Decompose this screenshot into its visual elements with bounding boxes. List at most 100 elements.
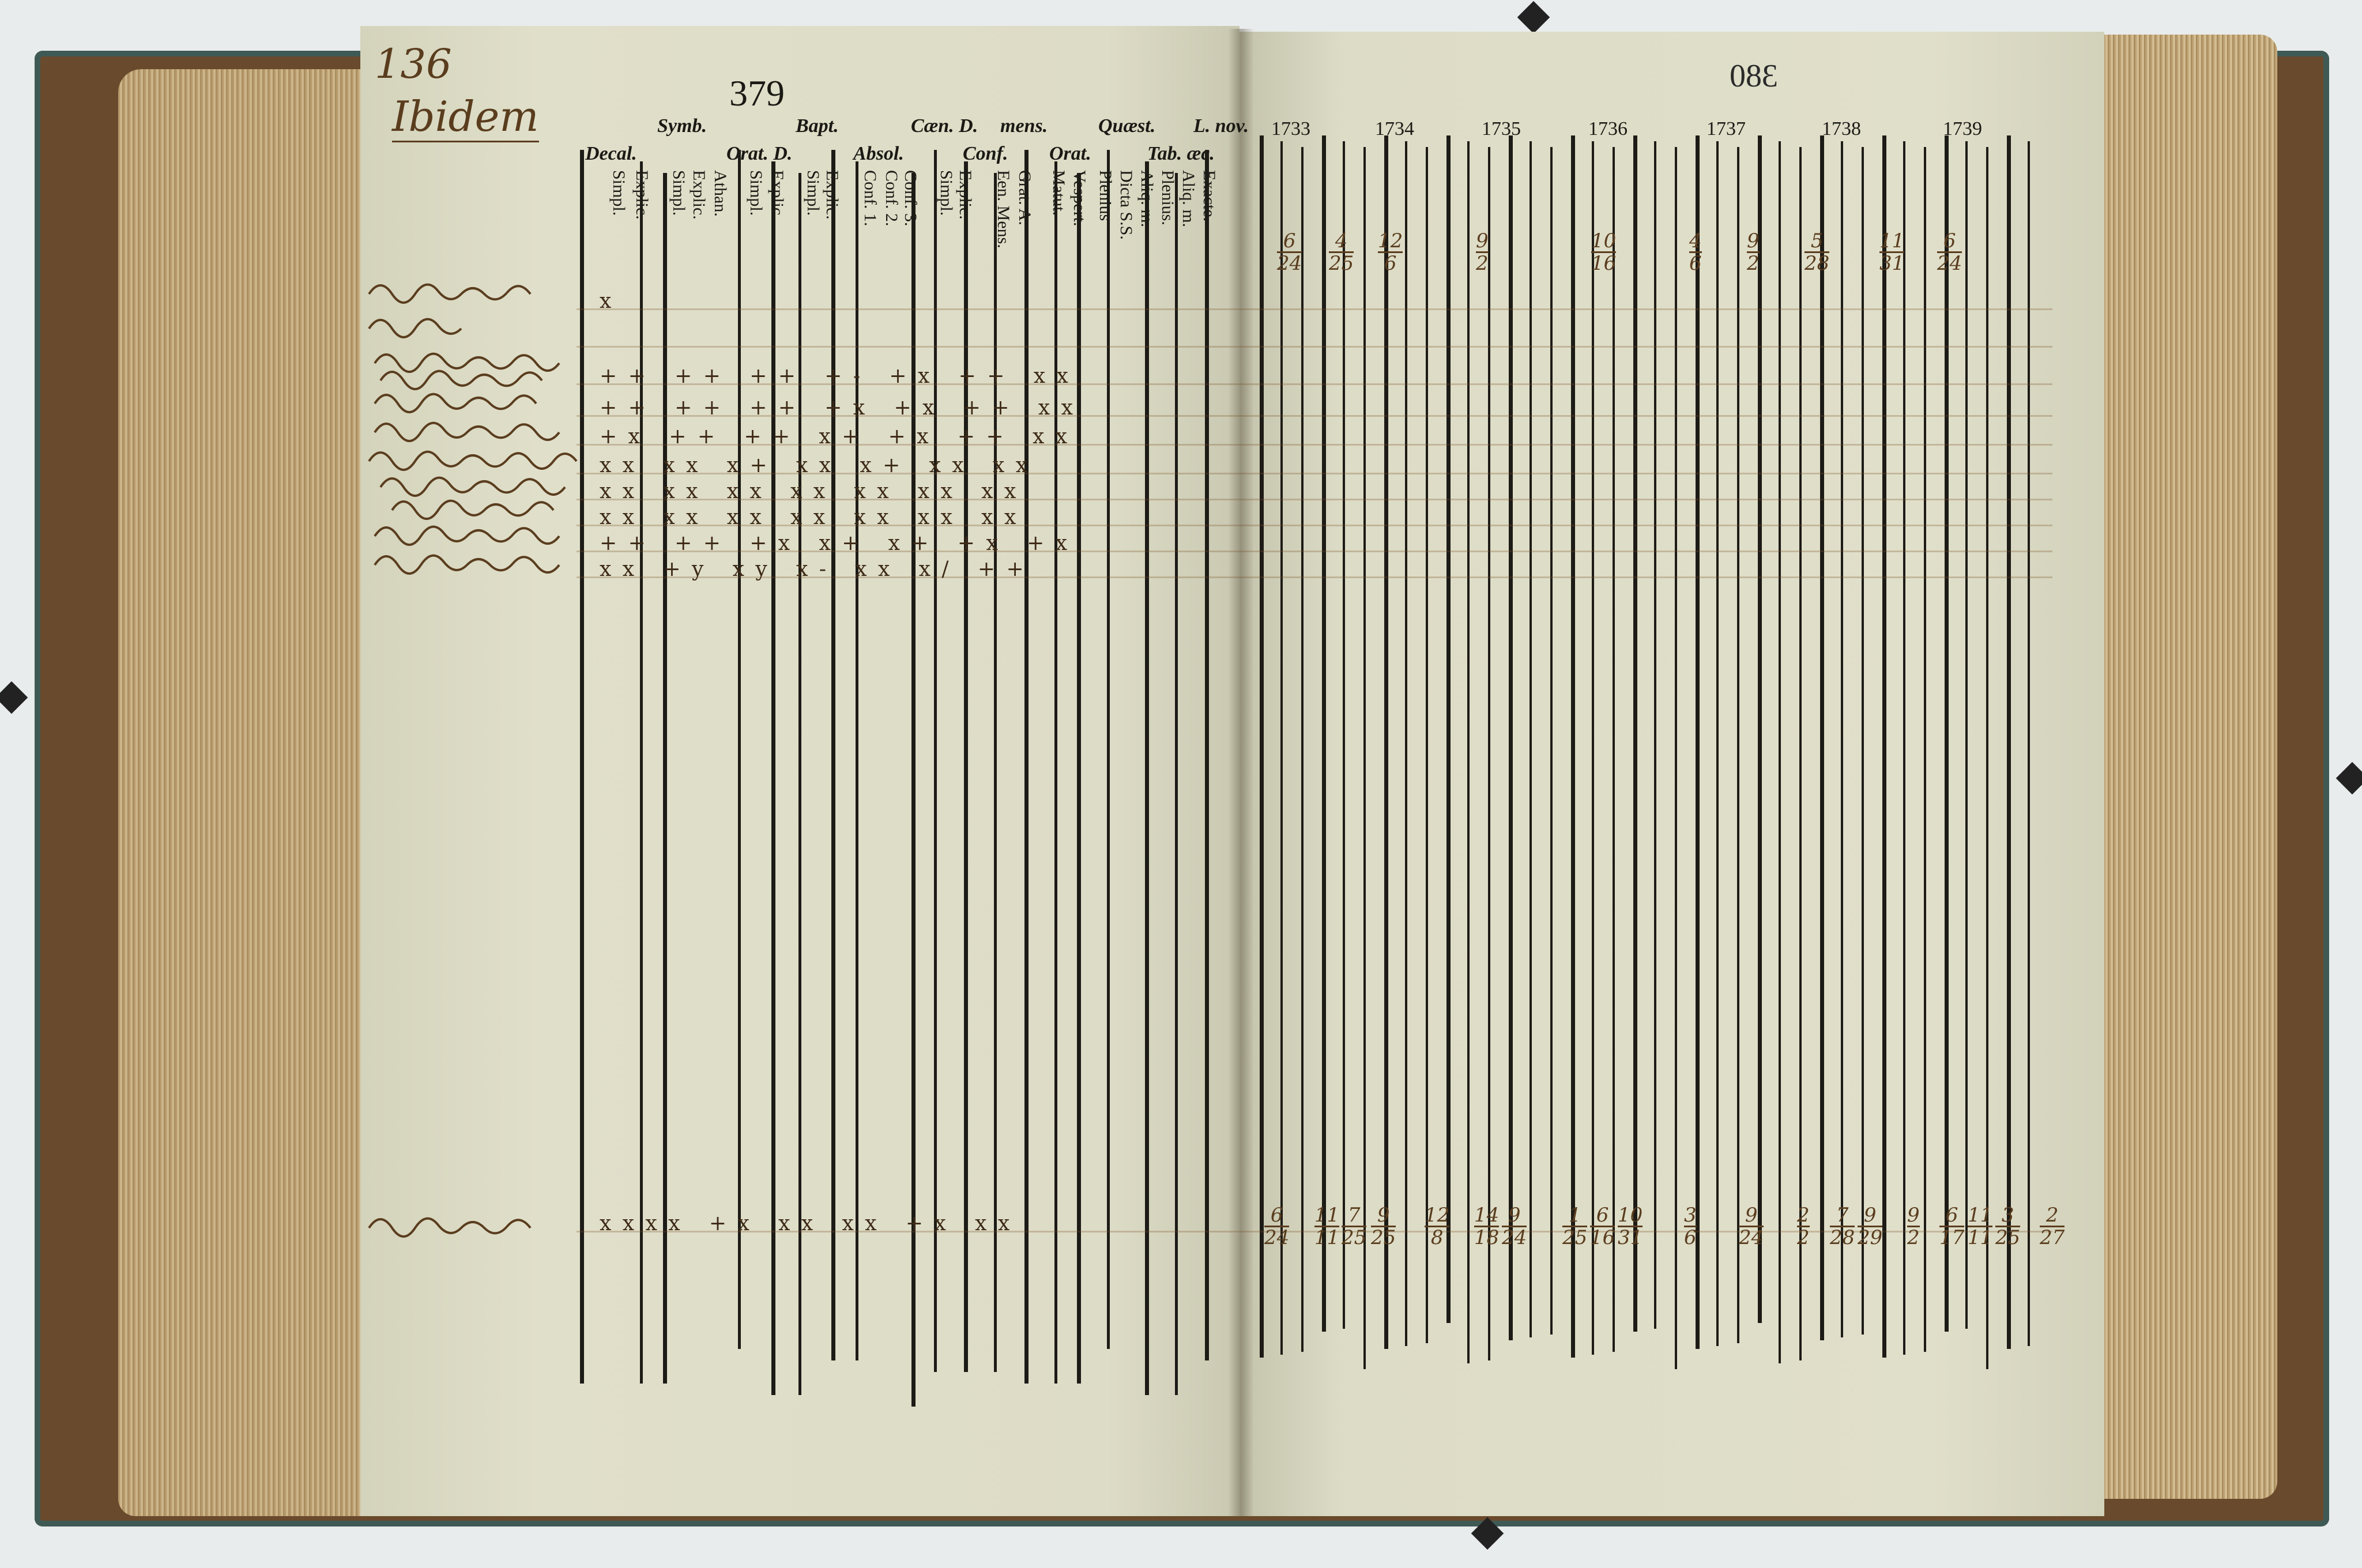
column-header: Simpl. <box>804 170 823 216</box>
page-heading: Ibidem <box>392 92 539 142</box>
column-rule <box>1301 147 1304 1352</box>
fraction: 3 25 <box>1995 1205 2021 1249</box>
denominator: 31 <box>1618 1226 1643 1249</box>
column-rule <box>1924 147 1926 1352</box>
column-rule <box>934 150 937 1372</box>
name-scribble <box>368 318 462 338</box>
right-page <box>1240 32 2104 1516</box>
year-header: 1738 <box>1822 118 1861 140</box>
column-rule <box>1716 141 1719 1346</box>
numerator: 11 <box>1314 1204 1340 1227</box>
column-rule <box>1405 141 1407 1346</box>
row-rule <box>577 444 2052 446</box>
column-rule <box>1945 135 1949 1332</box>
column-rule <box>1205 150 1209 1360</box>
denominator: 2 <box>1747 252 1760 275</box>
folio-number: 136 <box>375 40 452 88</box>
fraction: 1 25 <box>1562 1205 1588 1248</box>
column-rule <box>798 173 801 1395</box>
denominator: 25 <box>1995 1226 2021 1249</box>
column-rule <box>1862 147 1864 1335</box>
column-rule <box>1343 141 1345 1329</box>
fraction: 11 31 <box>1879 231 1905 275</box>
numerator: 9 <box>1476 229 1489 253</box>
denominator: 6 <box>1689 252 1702 275</box>
numerator: 14 <box>1474 1204 1500 1227</box>
clasp-top <box>1517 1 1550 34</box>
column-rule <box>1509 135 1513 1340</box>
column-rule <box>1799 147 1802 1360</box>
column-rule <box>1571 135 1575 1358</box>
year-header: 1737 <box>1706 118 1746 140</box>
column-header: Explic. <box>690 170 709 220</box>
handwritten-names <box>368 283 578 1238</box>
column-rule <box>1530 141 1532 1337</box>
fraction: 6 17 <box>1939 1205 1965 1249</box>
name-scribble <box>374 525 560 546</box>
column-header: Dicta S.S. <box>1117 170 1136 240</box>
denominator: 27 <box>2040 1226 2065 1249</box>
fraction: 2 27 <box>2040 1205 2065 1248</box>
row-rule <box>577 346 2052 348</box>
name-scribble <box>391 499 555 520</box>
numerator: 5 <box>1805 231 1830 253</box>
column-group-header: L. nov. <box>1193 115 1249 137</box>
column-rule <box>1882 135 1886 1358</box>
column-rule <box>1654 141 1656 1329</box>
numerator: 7 <box>1342 1205 1367 1227</box>
numerator: 10 <box>1618 1204 1643 1227</box>
row-rule <box>577 499 2052 500</box>
denominator: 17 <box>1939 1226 1965 1249</box>
column-header: Simpl. <box>937 170 956 216</box>
year-header: 1733 <box>1271 118 1310 140</box>
column-rule <box>1426 147 1428 1343</box>
fraction: 7 25 <box>1342 1205 1367 1248</box>
column-rule <box>911 173 916 1407</box>
denominator: 2 <box>1797 1226 1810 1249</box>
column-rule <box>1322 135 1326 1332</box>
column-rule <box>1550 147 1553 1335</box>
column-rule <box>1280 141 1283 1355</box>
page-number-left: 379 <box>729 73 785 114</box>
name-scribble <box>368 1217 532 1238</box>
column-rule <box>856 161 858 1360</box>
denominator: 31 <box>1879 252 1905 275</box>
denominator: 11 <box>1314 1226 1340 1249</box>
denominator: 8 <box>1430 1226 1444 1249</box>
name-scribble <box>379 476 566 497</box>
column-rule <box>771 161 775 1395</box>
numerator: 6 <box>1264 1205 1290 1227</box>
year-header: 1734 <box>1375 118 1414 140</box>
fraction: 9 24 <box>1739 1205 1764 1248</box>
denominator: 11 <box>1968 1226 1993 1249</box>
column-rule <box>831 150 835 1360</box>
column-rule <box>1054 161 1057 1384</box>
column-rule <box>738 150 741 1349</box>
column-header: Conf. 3. <box>901 170 920 227</box>
name-scribble <box>374 554 560 575</box>
column-header: Simpl. <box>609 170 628 216</box>
row-marks: x x x x x x x x x x x x x x <box>600 480 1019 503</box>
denominator: 16 <box>1590 1226 1615 1249</box>
fraction: 7 28 <box>1830 1205 1855 1248</box>
column-rule <box>1024 150 1029 1384</box>
numerator: 9 <box>1502 1205 1527 1227</box>
numerator: 1 <box>1562 1205 1588 1227</box>
fraction: 12 6 <box>1378 231 1403 274</box>
numerator: 9 <box>1739 1205 1764 1227</box>
year-header: 1736 <box>1588 118 1628 140</box>
column-header: Aliq. m. <box>1179 170 1198 228</box>
column-rule <box>1737 147 1739 1343</box>
name-scribble <box>379 370 543 390</box>
numerator: 6 <box>1937 231 1962 253</box>
row-marks: x <box>600 289 614 313</box>
column-rule <box>1488 147 1490 1360</box>
column-rule <box>1903 141 1905 1355</box>
page-number-bleedthrough: 380 <box>1730 58 1778 94</box>
name-scribble <box>374 393 537 413</box>
column-header: Plenius <box>1096 170 1115 221</box>
